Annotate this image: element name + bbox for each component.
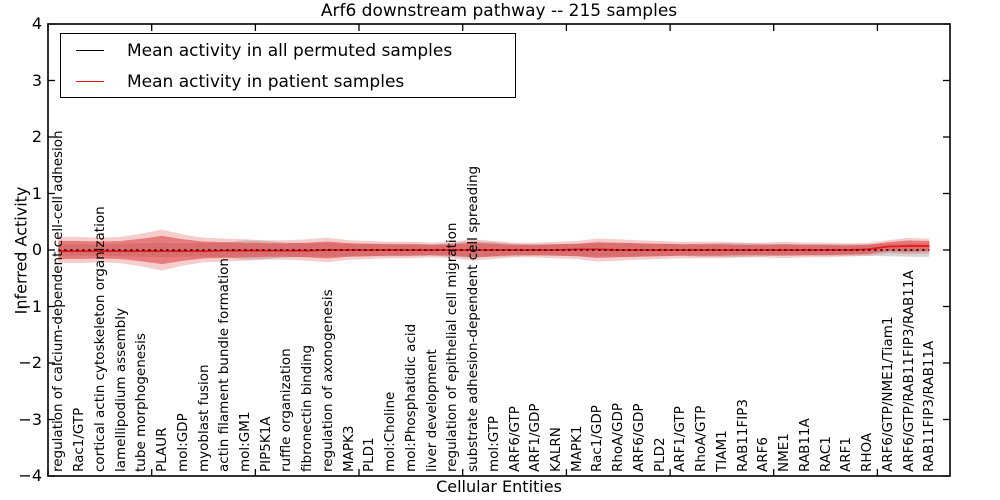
x-tick-label: actin filament bundle formation [216, 258, 233, 472]
legend-entry-patient: Mean activity in patient samples [61, 67, 515, 96]
x-tick-label: regulation of calcium-dependent cell-cel… [50, 130, 67, 472]
x-tick-label: RAB11FIP3 [734, 399, 751, 472]
x-tick-label: PIP5K1A [257, 416, 274, 472]
y-tick-label: −2 [18, 353, 42, 372]
x-tick-label: ARF1/GTP [672, 406, 689, 472]
x-tick-label: ARF6/GTP/NME1/Tiam1 [879, 316, 896, 472]
x-tick-label: mol:GM1 [236, 411, 253, 472]
x-tick-label: RHOA [859, 432, 876, 472]
x-tick-label: TIAM1 [713, 430, 730, 472]
permuted-line-swatch [76, 50, 104, 51]
y-tick-label: 2 [31, 127, 42, 146]
y-tick-label: −1 [18, 296, 42, 316]
legend-entry-permuted: Mean activity in all permuted samples [61, 36, 515, 65]
y-tick-label: −4 [18, 466, 42, 485]
x-tick-label: ARF1/GDP [527, 403, 544, 472]
x-tick-label: MAPK3 [340, 425, 357, 472]
x-axis-label: Cellular Entities [436, 477, 562, 496]
x-tick-label: Rac1/GDP [589, 405, 606, 472]
x-tick-label: regulation of epithelial cell migration [444, 222, 461, 472]
patient-mean-line [58, 245, 930, 252]
y-tick-label: 1 [31, 183, 42, 203]
x-tick-label: KALRN [548, 427, 565, 472]
y-tick-label: 0 [31, 240, 42, 259]
x-tick-label: ARF6/GDP [630, 403, 647, 472]
x-tick-label: fibronectin binding [299, 344, 316, 472]
x-tick-label: PLAUR [154, 427, 171, 472]
chart-title: Arf6 downstream pathway -- 215 samples [320, 1, 678, 21]
x-tick-label: ARF6/GTP [506, 406, 523, 472]
x-tick-label: regulation of axonogenesis [319, 289, 336, 472]
legend-label-permuted: Mean activity in all permuted samples [127, 40, 453, 61]
x-tick-label: tube morphogenesis [133, 333, 150, 472]
legend-label-patient: Mean activity in patient samples [127, 71, 405, 92]
x-tick-label: mol:GDP [174, 413, 191, 472]
patient-line-swatch [76, 81, 104, 82]
x-tick-label: RhoA/GTP [693, 405, 710, 472]
x-tick-label: myoblast fusion [195, 364, 212, 472]
x-tick-label: RAB11A [796, 418, 813, 472]
x-tick-label: mol:Phosphatidic acid [402, 323, 419, 472]
x-tick-label: lamellipodium assembly [112, 308, 129, 472]
x-tick-label: ruffle organization [278, 348, 295, 472]
legend: Mean activity in all permuted samples Me… [60, 33, 516, 98]
x-tick-label: substrate adhesion-dependent cell spread… [465, 165, 482, 472]
x-tick-label: ARF6 [755, 437, 772, 472]
y-tick-label: 3 [31, 70, 42, 90]
x-tick-label: RhoA/GDP [610, 403, 627, 472]
x-tick-label: RAC1 [817, 436, 834, 472]
x-tick-label: RAB11FIP3/RAB11A [921, 340, 938, 472]
x-tick-label: mol:GTP [485, 415, 502, 472]
x-tick-label: mol:Choline [382, 391, 399, 472]
x-tick-label: PLD1 [361, 437, 378, 472]
x-tick-label: cortical actin cytoskeleton organization [91, 206, 108, 472]
x-tick-label: Rac1/GTP [71, 407, 88, 472]
x-tick-label: MAPK1 [568, 425, 585, 472]
x-tick-label: ARF6/GTP/RAB11FIP3/RAB11A [900, 270, 917, 472]
y-tick-label: −3 [18, 409, 42, 429]
x-tick-label: NME1 [776, 433, 793, 472]
x-tick-label: PLD2 [651, 437, 668, 472]
x-tick-label: ARF1 [838, 437, 855, 472]
x-tick-label: liver development [423, 349, 440, 472]
y-tick-label: 4 [31, 14, 42, 33]
